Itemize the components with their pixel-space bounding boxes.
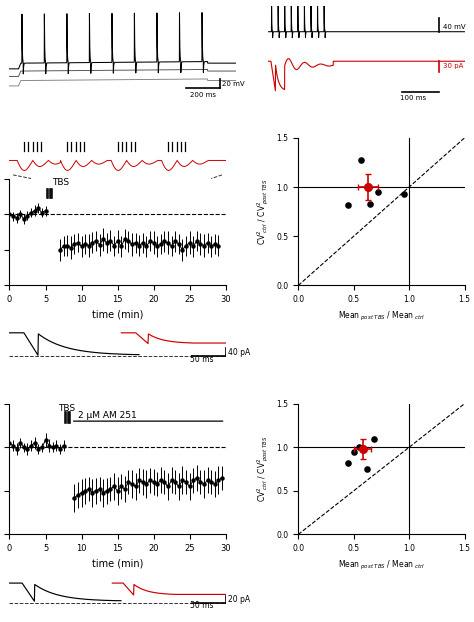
Point	[374, 187, 382, 197]
Point	[350, 447, 357, 457]
Text: 100 ms: 100 ms	[400, 95, 427, 101]
X-axis label: Mean$_{\ post\ TBS}$ / Mean$_{\ ctrl}$: Mean$_{\ post\ TBS}$ / Mean$_{\ ctrl}$	[338, 310, 425, 323]
Text: TBS: TBS	[52, 179, 69, 187]
Point	[358, 154, 365, 164]
Text: 20 pA: 20 pA	[228, 595, 250, 605]
X-axis label: Mean$_{\ post\ TBS}$ / Mean$_{\ ctrl}$: Mean$_{\ post\ TBS}$ / Mean$_{\ ctrl}$	[338, 559, 425, 572]
Point	[366, 199, 374, 209]
Text: 50 ms: 50 ms	[190, 601, 214, 610]
Text: 50 ms: 50 ms	[190, 355, 214, 364]
Y-axis label: CV$^2_{\ ctrl}$ / CV$^2_{\ post\ TBS}$: CV$^2_{\ ctrl}$ / CV$^2_{\ post\ TBS}$	[255, 436, 271, 503]
Point	[370, 434, 377, 443]
Point	[356, 442, 363, 452]
Text: 40 pA: 40 pA	[228, 348, 250, 356]
Text: 30 pA: 30 pA	[443, 63, 463, 69]
Point	[344, 200, 352, 210]
Point	[400, 189, 407, 199]
Text: 200 ms: 200 ms	[190, 91, 216, 98]
Point	[363, 464, 371, 474]
Y-axis label: CV$^2_{\ ctrl}$ / CV$^2_{\ post\ TBS}$: CV$^2_{\ ctrl}$ / CV$^2_{\ post\ TBS}$	[255, 179, 271, 245]
Point	[344, 458, 352, 468]
Text: 40 mV: 40 mV	[443, 24, 465, 30]
Text: 20 mV: 20 mV	[222, 81, 245, 86]
X-axis label: time (min): time (min)	[92, 559, 143, 569]
Text: 2 μM AM 251: 2 μM AM 251	[78, 411, 137, 420]
X-axis label: time (min): time (min)	[92, 310, 143, 320]
Text: TBS: TBS	[58, 404, 75, 414]
